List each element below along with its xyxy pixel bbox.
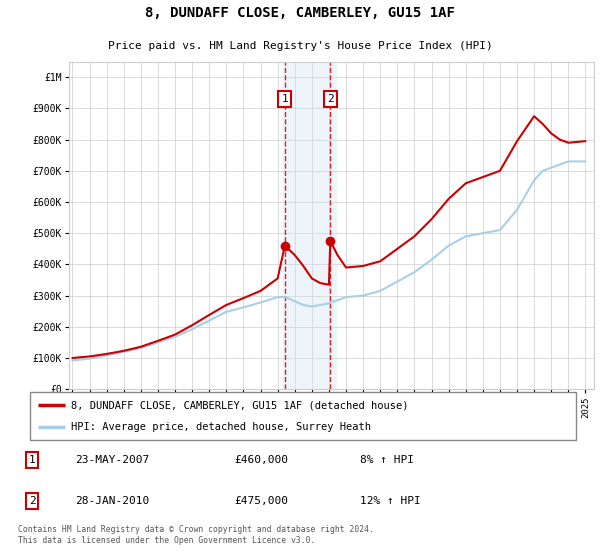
Text: 28-JAN-2010: 28-JAN-2010: [75, 496, 149, 506]
Text: Price paid vs. HM Land Registry's House Price Index (HPI): Price paid vs. HM Land Registry's House …: [107, 41, 493, 51]
Text: HPI: Average price, detached house, Surrey Heath: HPI: Average price, detached house, Surr…: [71, 422, 371, 432]
Text: Contains HM Land Registry data © Crown copyright and database right 2024.
This d: Contains HM Land Registry data © Crown c…: [18, 525, 374, 545]
Bar: [283, 62, 337, 389]
Text: 1: 1: [29, 455, 35, 465]
Text: £460,000: £460,000: [235, 455, 289, 465]
Text: 1: 1: [281, 94, 288, 104]
Text: £475,000: £475,000: [235, 496, 289, 506]
Text: 8% ↑ HPI: 8% ↑ HPI: [360, 455, 414, 465]
Text: 12% ↑ HPI: 12% ↑ HPI: [360, 496, 421, 506]
Text: 8, DUNDAFF CLOSE, CAMBERLEY, GU15 1AF (detached house): 8, DUNDAFF CLOSE, CAMBERLEY, GU15 1AF (d…: [71, 400, 409, 410]
Text: 2: 2: [29, 496, 35, 506]
Text: 23-MAY-2007: 23-MAY-2007: [75, 455, 149, 465]
Text: 2: 2: [327, 94, 334, 104]
Text: 8, DUNDAFF CLOSE, CAMBERLEY, GU15 1AF: 8, DUNDAFF CLOSE, CAMBERLEY, GU15 1AF: [145, 6, 455, 20]
